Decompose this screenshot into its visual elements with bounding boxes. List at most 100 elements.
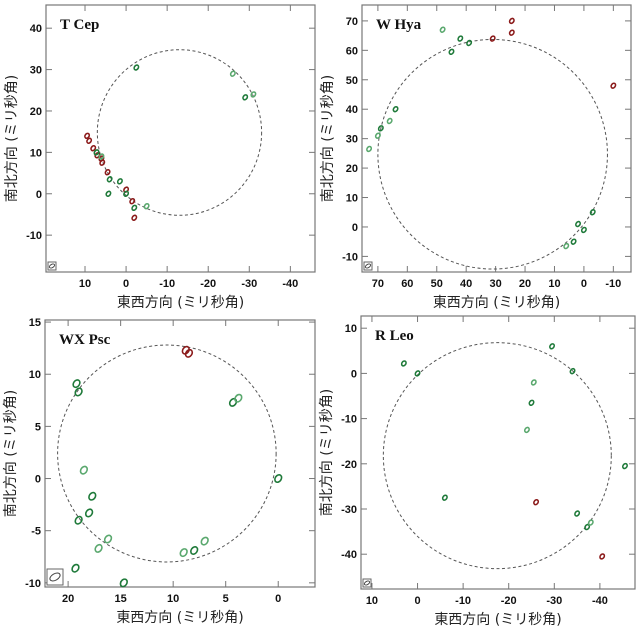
y-tick-label: 30 bbox=[30, 65, 42, 77]
y-axis-label: 南北方向 (ミリ秒角) bbox=[3, 390, 19, 517]
panel-w-hya: 70 60 50 40 30 20 10 0 -10 70 60 50 40 30 20 10 0 -10 東西方向… bbox=[320, 4, 632, 311]
maser-spot bbox=[119, 578, 128, 588]
maser-spot bbox=[104, 169, 111, 176]
y-tick-label: 60 bbox=[346, 45, 358, 57]
maser-spot bbox=[116, 178, 123, 185]
dashed-ring bbox=[57, 344, 277, 563]
x-tick-label: 10 bbox=[167, 593, 179, 605]
y-tick-label: -10 bbox=[26, 230, 42, 242]
maser-spot bbox=[179, 548, 188, 558]
beam-ellipse bbox=[364, 263, 372, 269]
panel-t-cep: 10 0 -10 -20 -30 -40 40 30 20 10 0 -10 東西方向 (ミリ秒角) 南北… bbox=[4, 4, 316, 311]
maser-spot bbox=[563, 242, 570, 250]
maser-spot bbox=[621, 462, 628, 470]
x-tick-label: -40 bbox=[592, 595, 608, 607]
x-tick-label: 0 bbox=[414, 595, 420, 607]
x-tick-label: 0 bbox=[275, 593, 281, 605]
beam-ellipse bbox=[49, 572, 61, 582]
maser-spot bbox=[533, 499, 540, 506]
panel-title: W Hya bbox=[376, 17, 422, 33]
x-tick-label: 50 bbox=[431, 278, 443, 290]
maser-spot bbox=[88, 491, 97, 501]
maser-spot bbox=[72, 379, 81, 389]
maser-spot bbox=[457, 35, 464, 42]
x-axis-label: 東西方向 (ミリ秒角) bbox=[433, 295, 560, 311]
maser-spot bbox=[448, 48, 455, 56]
y-tick-label: -10 bbox=[341, 414, 357, 426]
maser-spot bbox=[439, 26, 446, 33]
maser-spot bbox=[84, 132, 91, 140]
x-tick-label: 30 bbox=[489, 278, 501, 290]
y-tick-label: 0 bbox=[352, 222, 358, 234]
x-tick-label: -10 bbox=[455, 595, 471, 607]
maser-spot bbox=[508, 17, 515, 25]
panel-title: WX Psc bbox=[59, 332, 111, 348]
x-tick-label: 15 bbox=[115, 593, 127, 605]
maser-spot bbox=[71, 563, 80, 573]
maser-spot bbox=[528, 399, 535, 406]
maser-spot bbox=[190, 545, 199, 555]
maser-spot bbox=[569, 367, 576, 375]
panel-title: T Cep bbox=[60, 17, 99, 33]
maser-spot bbox=[242, 94, 249, 101]
y-tick-label: 10 bbox=[345, 323, 357, 335]
maser-spot bbox=[377, 125, 384, 132]
plot-frame bbox=[360, 315, 636, 590]
x-tick-label: -30 bbox=[241, 278, 257, 290]
y-tick-label: 10 bbox=[346, 193, 358, 205]
x-axis-label: 東西方向 (ミリ秒角) bbox=[117, 295, 244, 311]
x-tick-label: 20 bbox=[519, 278, 531, 290]
maser-spot bbox=[143, 202, 150, 210]
maser-spot bbox=[366, 145, 373, 153]
y-tick-label: 40 bbox=[346, 104, 358, 116]
beam-ellipse bbox=[48, 263, 56, 269]
maser-spot bbox=[229, 70, 236, 77]
y-tick-label: -20 bbox=[341, 459, 357, 471]
panel-title: R Leo bbox=[375, 328, 414, 344]
x-tick-label: 10 bbox=[548, 278, 560, 290]
x-tick-label: -20 bbox=[501, 595, 517, 607]
y-tick-label: 20 bbox=[30, 106, 42, 118]
plot-frame bbox=[361, 4, 632, 273]
maser-spot bbox=[441, 494, 448, 501]
y-tick-label: 0 bbox=[35, 474, 41, 486]
beam-box bbox=[363, 261, 373, 271]
plot-frame bbox=[44, 319, 316, 588]
x-tick-label: 10 bbox=[79, 278, 91, 290]
maser-spot bbox=[466, 39, 473, 47]
maser-spot bbox=[94, 543, 103, 553]
maser-spot bbox=[570, 238, 577, 245]
y-tick-label: 5 bbox=[35, 421, 41, 433]
panel-r-leo: 10 0 -10 -20 -30 -40 10 0 -10 -20 -30 -40 東西方向 (ミリ秒角… bbox=[319, 315, 636, 628]
maser-spot bbox=[131, 214, 138, 221]
maser-spot bbox=[105, 190, 112, 197]
y-tick-label: 50 bbox=[346, 75, 358, 87]
x-tick-label: -10 bbox=[159, 278, 175, 290]
maser-spot bbox=[508, 29, 515, 36]
dashed-ring bbox=[382, 342, 612, 570]
panel-wx-psc: 20 15 10 5 0 15 10 5 0 -5 -10 東西方向 (ミリ秒角) 南北方向 (ミリ秒角… bbox=[3, 317, 316, 626]
maser-spot bbox=[234, 393, 243, 403]
x-tick-label: 10 bbox=[366, 595, 378, 607]
y-tick-label: 10 bbox=[30, 147, 42, 159]
maser-spot bbox=[575, 220, 582, 228]
maser-spot bbox=[523, 426, 530, 434]
y-tick-label: 30 bbox=[346, 134, 358, 146]
dashed-ring bbox=[377, 38, 608, 270]
y-axis-label: 南北方向 (ミリ秒角) bbox=[320, 75, 336, 202]
y-tick-label: 70 bbox=[346, 16, 358, 28]
beam-box bbox=[362, 578, 372, 588]
maser-spot bbox=[106, 176, 113, 183]
maser-spot bbox=[99, 159, 106, 166]
y-tick-label: 0 bbox=[351, 368, 357, 380]
x-tick-label: 40 bbox=[460, 278, 472, 290]
maser-spot bbox=[392, 106, 399, 113]
maser-spot bbox=[131, 204, 138, 212]
x-tick-label: -30 bbox=[546, 595, 562, 607]
maser-spot bbox=[549, 343, 556, 350]
maser-spot bbox=[589, 209, 596, 216]
maser-spot bbox=[489, 35, 496, 42]
maser-spot bbox=[580, 226, 587, 234]
maser-spot bbox=[86, 137, 93, 144]
x-tick-label: -20 bbox=[200, 278, 216, 290]
